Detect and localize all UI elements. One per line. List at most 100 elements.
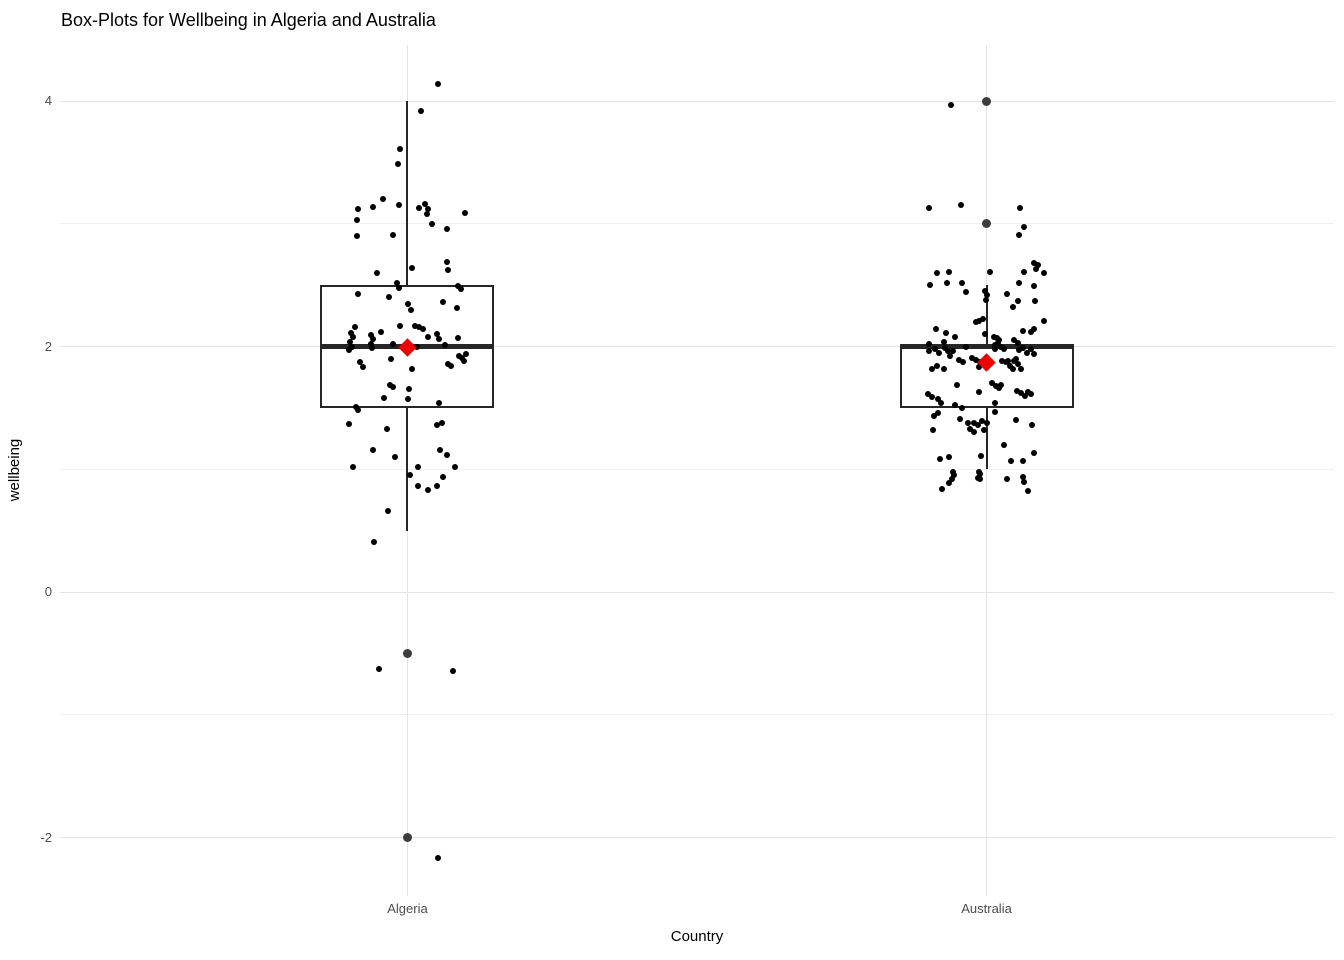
jitter-point [945,453,952,460]
jitter-point [437,446,444,453]
jitter-point [1017,365,1024,372]
jitter-point [354,217,361,224]
jitter-point [925,204,932,211]
jitter-point [1000,441,1007,448]
jitter-point [1012,417,1019,424]
jitter-point [394,279,401,286]
jitter-point [408,306,415,313]
jitter-point [991,399,998,406]
jitter-point [1014,339,1021,346]
jitter-point [392,453,399,460]
jitter-point [1015,279,1022,286]
jitter-point [346,347,353,354]
jitter-point [932,326,939,333]
jitter-point [444,258,451,265]
jitter-point [930,413,937,420]
jitter-point [968,354,975,361]
jitter-point [977,452,984,459]
jitter-point [1031,298,1038,305]
jitter-point [962,289,969,296]
jitter-point [368,332,375,339]
jitter-point [357,359,364,366]
jitter-point [983,291,990,298]
jitter-point [986,268,993,275]
jitter-point [1027,391,1034,398]
jitter-point [1006,363,1013,370]
jitter-point [370,203,377,210]
jitter-point [435,80,442,87]
jitter-point [355,407,362,414]
jitter-point [1040,317,1047,324]
jitter-point [463,350,470,357]
jitter-point [944,348,951,355]
jitter-point [929,426,936,433]
jitter-point [349,343,356,350]
y-tick-label: 4 [44,93,52,108]
jitter-point [972,357,979,363]
whisker-upper [406,101,409,286]
jitter-point [940,365,947,372]
jitter-point [928,393,935,400]
jitter-point [1017,390,1024,397]
jitter-point [947,101,954,108]
x-axis-title: Country [670,928,724,945]
jitter-point [455,334,462,341]
jitter-point [924,391,931,398]
jitter-point [928,365,935,372]
jitter-point [376,666,383,673]
jitter-point [395,160,402,167]
jitter-point [355,290,362,297]
jitter-point [1024,488,1031,495]
jitter-point [975,388,982,395]
jitter-point [452,463,459,470]
jitter-point [368,341,375,348]
jitter-point [926,282,933,289]
jitter-point [945,268,952,275]
jitter-point [440,299,447,306]
jitter-point [459,354,466,361]
jitter-point [436,336,443,343]
jitter-point [1009,365,1016,372]
jitter-point [1040,269,1047,276]
jitter-point [958,404,965,411]
jitter-point [978,418,985,425]
jitter-point [407,472,414,479]
jitter-point [458,285,465,292]
jitter-point [462,209,469,216]
jitter-point [976,476,983,483]
jitter-point [931,345,938,352]
jitter-point [370,446,377,453]
jitter-point [962,343,969,350]
jitter-point [385,507,392,514]
jitter-point [415,483,422,490]
jitter-point [951,333,958,340]
whisker-lower [985,407,988,470]
whisker-lower [406,407,409,531]
jitter-point [941,344,948,351]
gridline-y [60,100,1334,102]
jitter-point [418,107,425,114]
jitter-point [439,419,446,426]
jitter-point [998,358,1005,365]
jitter-point [991,408,998,415]
jitter-point [1013,387,1020,394]
jitter-point [348,329,355,336]
jitter-point [1020,224,1027,231]
jitter-point [1027,345,1034,352]
jitter-point [445,267,452,274]
jitter-point [1009,304,1016,311]
jitter-point [956,415,963,422]
y-tick-label: 0 [44,584,52,599]
jitter-point [940,338,947,345]
jitter-point [933,363,940,370]
jitter-point [1030,260,1037,267]
y-tick-label: 2 [44,338,52,354]
jitter-point [997,381,1004,388]
gridline-y [60,223,1334,225]
jitter-point [450,667,457,674]
jitter-point [422,201,429,208]
jitter-point [957,202,964,209]
jitter-point [386,294,393,301]
jitter-point [420,326,427,333]
